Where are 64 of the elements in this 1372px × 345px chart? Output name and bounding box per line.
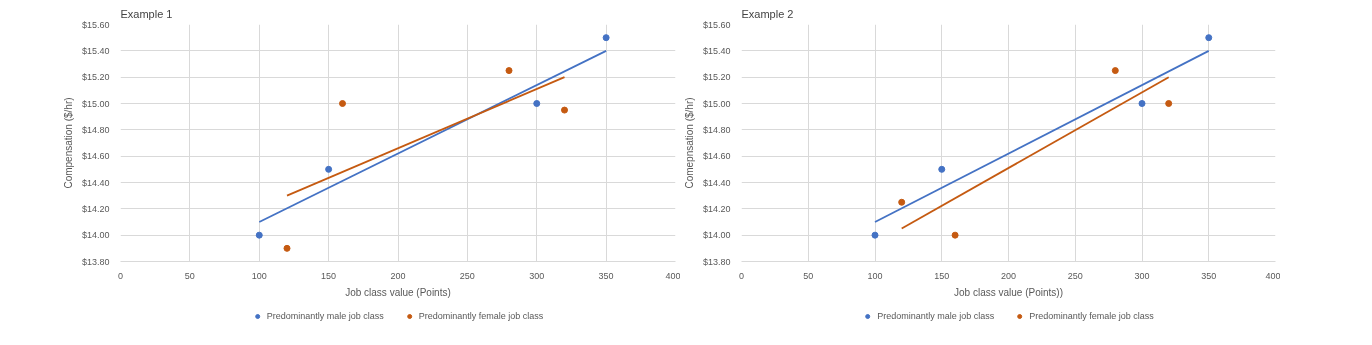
point [602, 34, 610, 42]
point [339, 100, 346, 107]
legend-label: Predominantly female job class [1029, 311, 1154, 321]
y-tick-label: $14.20 [702, 203, 731, 214]
point [1138, 100, 1146, 107]
y-tick-label: $15.00 [81, 98, 110, 109]
x-tick-label: 150 [321, 270, 337, 281]
x-tick-label: 300 [529, 270, 545, 281]
point [255, 231, 263, 239]
x-tick-label: 400 [1265, 270, 1281, 281]
point [325, 165, 333, 173]
y-tick-label: $14.40 [702, 177, 731, 188]
chart-title: Example 2 [741, 7, 794, 20]
x-axis-title: Job class value (Points)) [954, 286, 1063, 298]
y-tick-label: $14.80 [702, 124, 731, 135]
point [533, 100, 541, 107]
point [871, 231, 879, 239]
y-tick-label: $13.80 [702, 256, 731, 267]
point [505, 67, 513, 75]
y-tick-label: $14.20 [81, 203, 110, 214]
x-tick-label: 100 [867, 270, 883, 281]
y-tick-label: $15.60 [81, 19, 110, 30]
legend-label: Predominantly female job class [418, 311, 544, 321]
point [951, 231, 959, 239]
y-tick-label: $15.20 [702, 72, 731, 83]
x-tick-label: 50 [184, 270, 195, 281]
y-axis-title: Comepnsation ($/hr) [683, 97, 695, 189]
x-tick-label: 100 [251, 270, 267, 281]
y-tick-label: $15.00 [702, 98, 731, 109]
y-tick-label: $14.00 [81, 230, 110, 241]
point [1205, 34, 1213, 42]
point [898, 198, 906, 206]
y-tick-label: $14.80 [81, 124, 110, 135]
x-tick-label: 250 [459, 270, 475, 281]
x-tick-label: 200 [390, 270, 406, 281]
y-tick-label: $15.40 [81, 45, 110, 56]
y-tick-label: $14.00 [702, 230, 731, 241]
x-tick-label: 400 [665, 270, 681, 281]
x-tick-label: 250 [1067, 270, 1083, 281]
point [1165, 100, 1173, 107]
legend-label: Predominantly male job class [266, 311, 384, 321]
y-tick-label: $14.40 [81, 177, 110, 188]
y-tick-label: $15.60 [702, 19, 731, 30]
legend-label: Predominantly male job class [877, 311, 995, 321]
y-tick-label: $15.20 [81, 72, 110, 83]
y-tick-label: $14.60 [702, 151, 731, 162]
point [283, 244, 291, 252]
x-tick-label: 150 [934, 270, 950, 281]
y-tick-label: $15.40 [702, 45, 731, 56]
x-tick-label: 350 [598, 270, 614, 281]
x-tick-label: 0 [118, 270, 124, 281]
chart-title: Example 1 [120, 7, 173, 20]
x-tick-label: 50 [803, 270, 814, 281]
x-tick-label: 200 [1000, 270, 1017, 281]
x-tick-label: 300 [1134, 270, 1150, 281]
y-tick-label: $13.80 [81, 256, 110, 267]
point [1111, 67, 1119, 75]
x-tick-label: 350 [1201, 270, 1217, 281]
y-axis-title: Compensation ($/hr) [62, 97, 74, 189]
x-tick-label: 0 [739, 270, 745, 281]
point [561, 106, 568, 114]
x-axis-title: Job class value (Points) [345, 286, 451, 298]
y-tick-label: $14.60 [81, 151, 110, 162]
point [938, 165, 946, 173]
